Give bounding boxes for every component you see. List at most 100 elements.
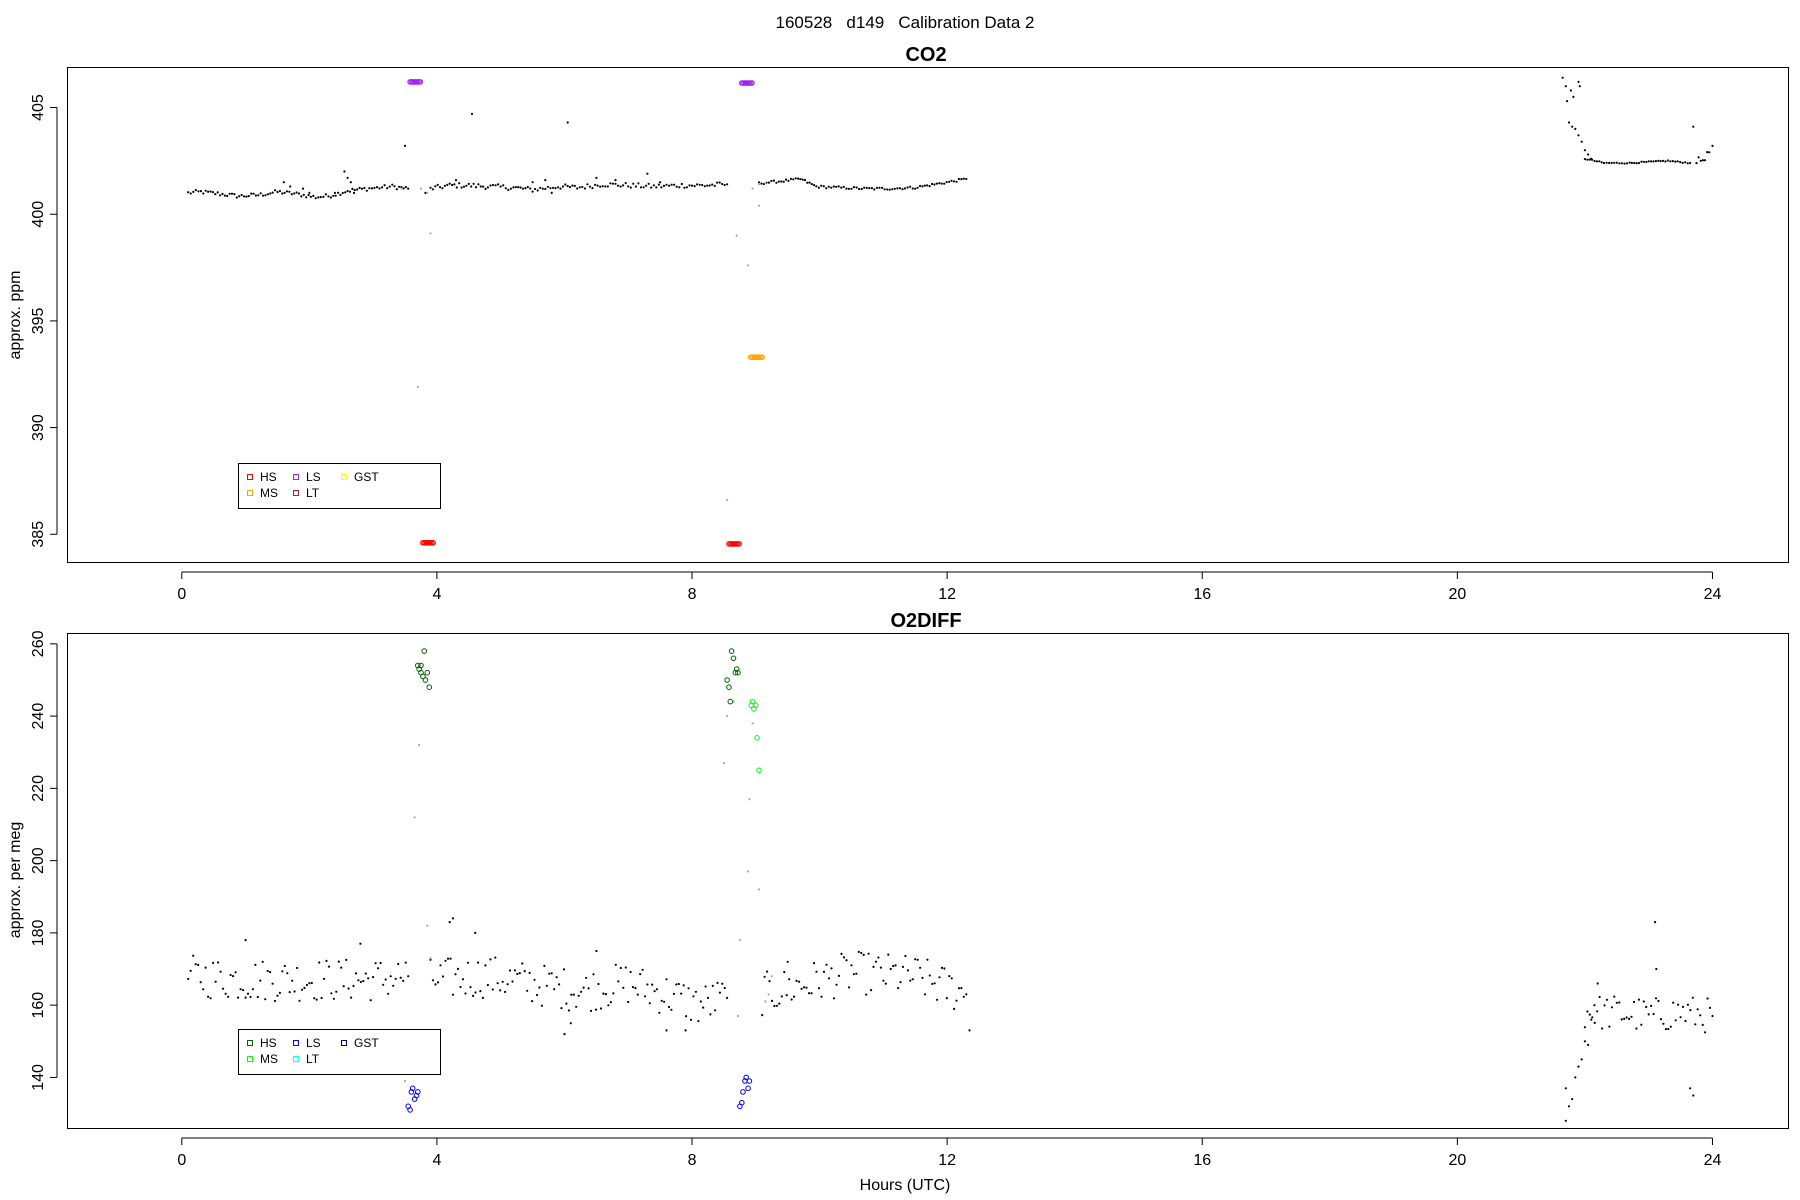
sample-point [535,993,539,997]
sample-point [614,182,617,185]
sample-point [586,183,589,186]
sample-point [214,193,217,196]
sample-point [1642,160,1645,163]
sample-point [597,982,600,986]
sample-point [382,983,385,986]
sample-point [566,121,569,124]
data-marks [187,76,1714,547]
sample-point [799,178,802,181]
sample-point [665,1029,668,1032]
sample-point [352,191,356,194]
sample-point [234,971,237,974]
sample-point [568,186,572,189]
sample-point [726,183,729,186]
sample-point [514,186,517,189]
sample-point [524,187,527,190]
sample-point [806,181,809,184]
sample-point [351,187,354,190]
sample-point [471,994,475,998]
hs-point [421,648,428,654]
sample-point [564,183,567,186]
transition-point [751,187,754,190]
sample-point [402,187,405,190]
sample-point [1640,160,1643,163]
sample-point [320,996,323,1000]
sample-point [604,185,607,188]
sample-point [812,962,816,965]
sample-point [808,181,811,184]
sample-point [455,186,458,189]
sample-point [1574,127,1577,130]
sample-point [1625,162,1629,165]
sample-point [566,184,569,188]
sample-point [293,192,296,195]
sample-point [766,970,769,973]
sample-point [627,1000,630,1004]
sample-point [867,952,870,955]
sample-point [1578,85,1581,88]
sample-point [1632,1000,1636,1004]
sample-point [873,188,876,191]
sample-point [830,967,833,970]
ls-point [408,1089,415,1095]
sample-point [451,917,454,920]
sample-point [374,962,377,965]
sample-point [444,959,447,962]
sample-point [238,195,241,198]
legend-swatch [341,474,347,480]
sample-point [643,995,647,998]
y-tick-label: 390 [30,414,47,441]
sample-point [296,966,299,970]
sample-point [484,964,487,967]
sample-point [650,186,653,189]
sample-point [641,968,644,971]
sample-point [1647,1013,1650,1016]
sample-point [1708,151,1711,154]
sample-point [721,982,724,985]
sample-point [1588,158,1591,161]
sample-point [197,963,200,967]
sample-point [226,194,229,198]
hs-point [418,662,424,669]
sample-point [1697,156,1700,159]
sample-point [302,193,305,196]
sample-point [711,183,714,186]
transition-point [418,743,421,747]
sample-point [622,986,625,989]
sample-point [830,186,833,189]
sample-point [291,979,294,982]
sample-point [614,963,617,966]
sample-point [563,1033,566,1036]
sample-point [479,990,482,993]
sample-point [604,993,608,996]
sample-point [703,185,706,188]
transition-point [429,232,432,235]
sample-point [246,992,250,995]
sample-point [508,969,512,972]
sample-point [940,966,944,970]
sample-point [899,981,902,984]
sample-point [694,990,698,993]
sample-point [446,957,450,960]
sample-point [307,194,310,197]
sample-point [761,1014,764,1017]
sample-point [494,184,497,187]
sample-point [429,958,432,961]
sample-point [965,993,968,996]
sample-point [297,192,301,195]
sample-point [266,193,269,196]
sample-point [919,966,922,969]
sample-point [803,179,807,182]
sample-point [619,185,622,188]
sample-point [655,988,659,991]
y-tick-label: 405 [30,94,47,121]
sample-point [283,191,286,194]
sample-point [1590,157,1593,160]
sample-point [793,995,796,998]
y-tick-label: 220 [30,775,47,802]
sample-point [1669,1025,1672,1028]
sample-point [792,178,795,181]
sample-point [436,183,439,186]
y-tick-label: 180 [30,919,47,946]
sample-point [847,986,851,989]
